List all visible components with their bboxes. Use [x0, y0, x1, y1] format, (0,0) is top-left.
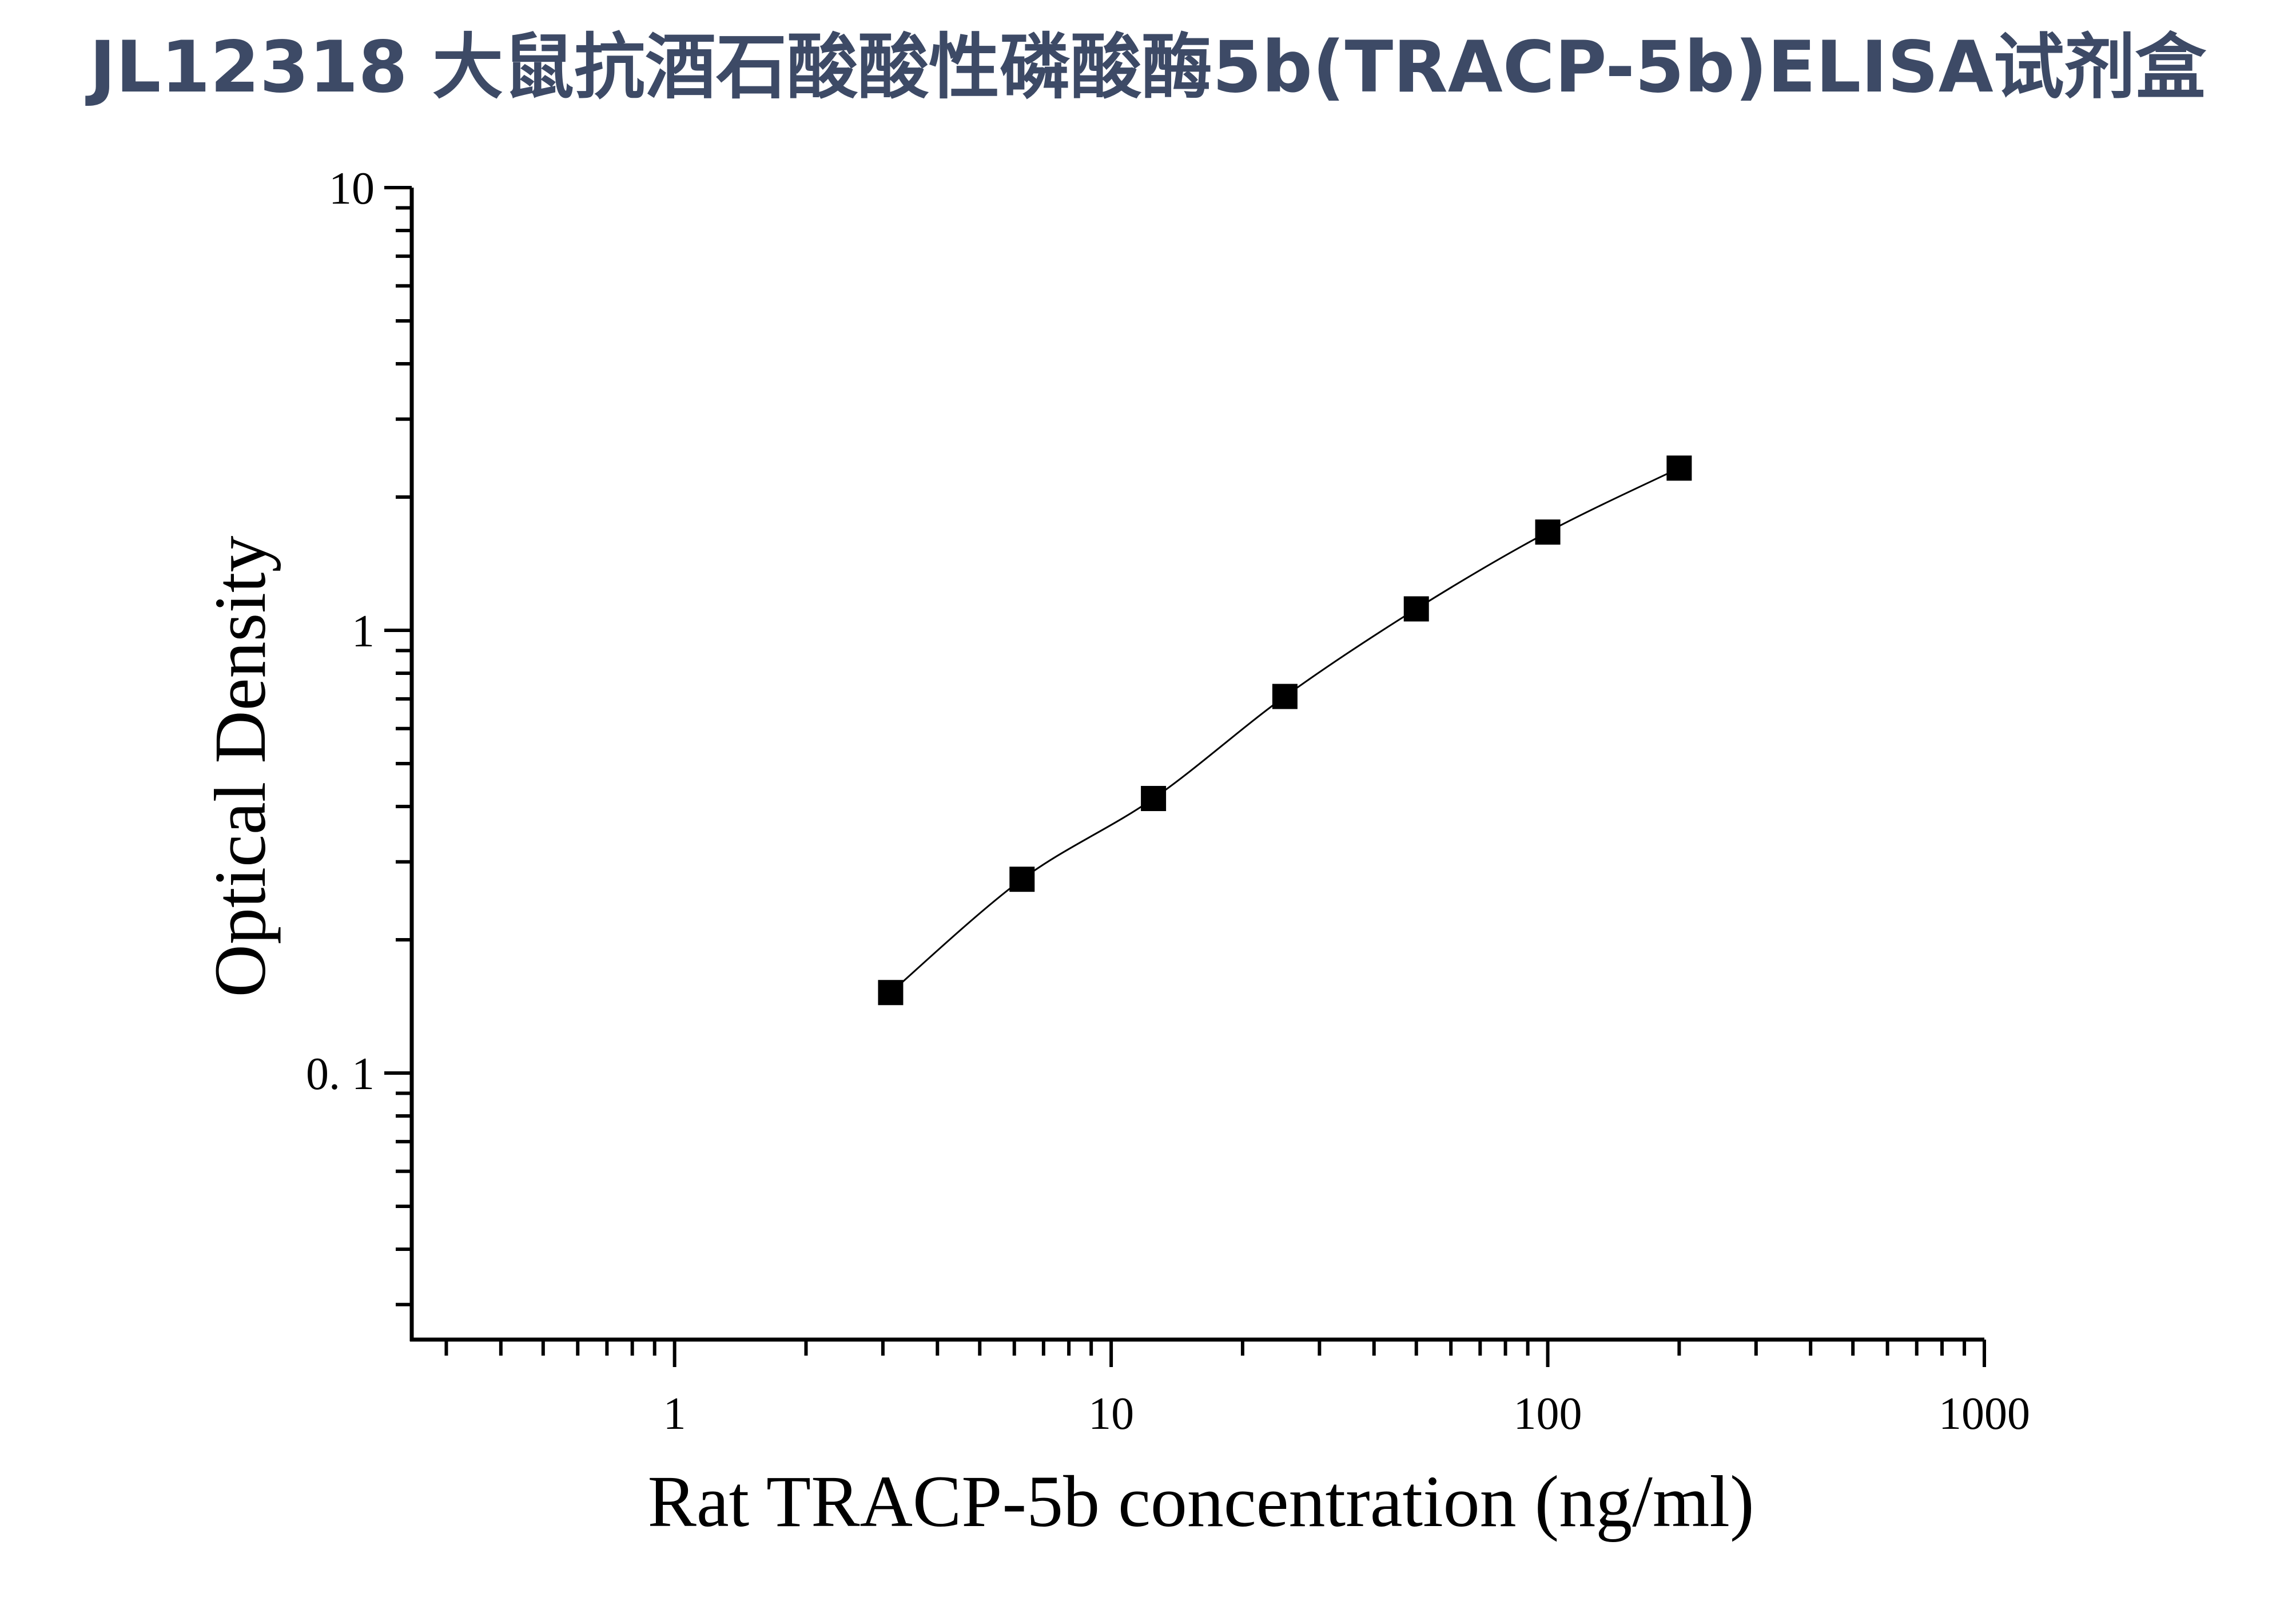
y-axis-label: Optical Density: [200, 536, 281, 998]
data-point: [1141, 786, 1167, 812]
data-point: [1403, 596, 1429, 622]
x-tick-label: 100: [1514, 1389, 1582, 1439]
fit-curve: [890, 467, 1680, 994]
data-point: [878, 980, 904, 1006]
y-tick-label: 0. 1: [306, 1049, 375, 1099]
data-point: [1535, 519, 1561, 545]
y-tick-label: 1: [352, 606, 375, 657]
fit-curve-group: [890, 467, 1680, 994]
data-point: [1272, 684, 1298, 709]
data-points: [878, 455, 1692, 1006]
x-tick-label: 1000: [1939, 1389, 2030, 1439]
chart-title: JL12318 大鼠抗酒石酸酸性磷酸酶5b(TRACP-5b)ELISA试剂盒: [85, 26, 2206, 109]
x-tick-label: 10: [1088, 1389, 1134, 1439]
x-axis-ticks: 1 10 100 1000: [444, 1340, 2030, 1439]
x-axis-label: Rat TRACP-5b concentration (ng/ml): [647, 1461, 1754, 1542]
y-tick-label: 10: [329, 164, 375, 214]
x-tick-label: 1: [663, 1389, 686, 1439]
y-axis-ticks: 0. 1 1 10: [306, 164, 412, 1306]
data-point: [1009, 867, 1035, 892]
data-point: [1666, 455, 1692, 481]
